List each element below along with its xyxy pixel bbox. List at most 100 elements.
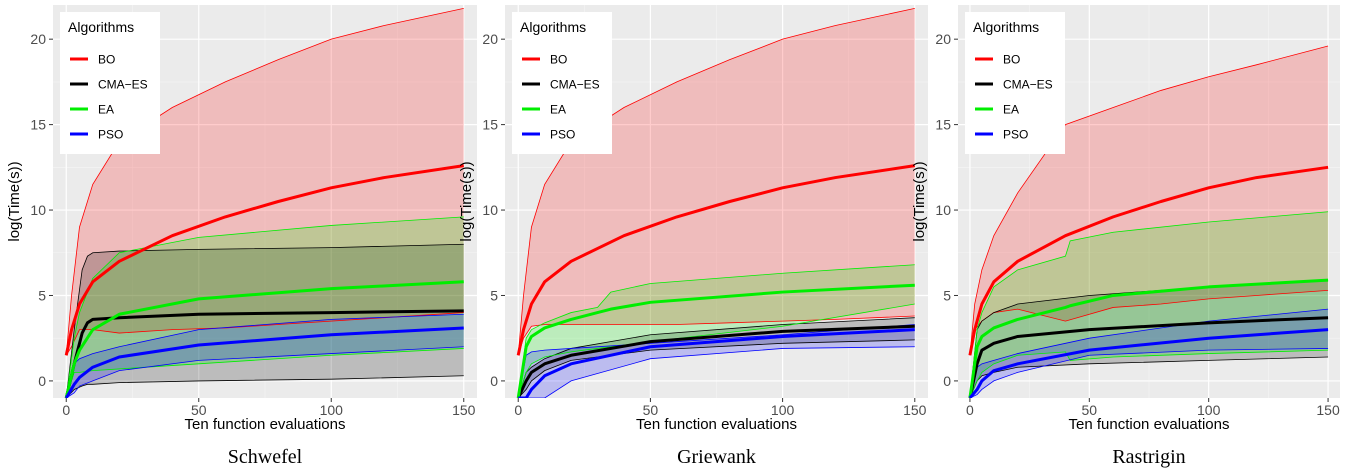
- y-axis-label: log(Time(s)): [911, 161, 928, 241]
- y-tick-label: 0: [943, 373, 951, 389]
- lower-bound-pso: [66, 346, 464, 398]
- upper-bound-pso: [517, 324, 915, 398]
- ribbon-pso: [66, 314, 464, 398]
- chart-rastrigin: 0 50 100 150 0 5 10 15 20 Ten function evaluation…: [911, 5, 1340, 468]
- mean-line-pso: [64, 326, 464, 398]
- legend-label-cma-es: CMA−ES: [1003, 78, 1053, 92]
- y-tick-label: 20: [935, 31, 951, 47]
- lower-bound-pso: [969, 348, 1329, 398]
- upper-bound-ea: [969, 211, 1329, 398]
- ribbon-ea: [518, 264, 915, 398]
- legend: Algorithms BO CMA−ES EA PSO: [965, 12, 1065, 154]
- data-layer: [968, 45, 1329, 398]
- x-tick-label: 50: [1082, 402, 1098, 418]
- axes: 0 50 100 150 0 5 10 15 20: [482, 31, 926, 418]
- ribbon-cma-es: [518, 317, 915, 398]
- ribbon-bo: [969, 46, 1329, 356]
- y-tick-label: 10: [30, 202, 46, 218]
- legend-label-pso: PSO: [98, 128, 123, 142]
- legend-title: Algorithms: [973, 19, 1039, 35]
- chart-schwefel: 0 50 100 150 0 5 10 15 20 Ten function evaluation…: [6, 5, 477, 468]
- lower-bound-ea: [517, 303, 915, 398]
- legend: Algorithms BO CMA−ES EA PSO: [512, 12, 612, 154]
- legend-label-ea: EA: [1003, 103, 1019, 117]
- lower-bound-ea: [65, 348, 464, 398]
- lower-bound-bo: [969, 289, 1329, 356]
- y-tick-label: 20: [482, 31, 498, 47]
- x-axis-label: Ten function evaluations: [1069, 416, 1230, 433]
- lower-bound-ea: [969, 349, 1329, 398]
- legend-label-cma-es: CMA−ES: [550, 78, 600, 92]
- lower-bound-cma-es: [65, 375, 464, 398]
- y-tick-label: 20: [30, 31, 46, 47]
- x-tick-label: 0: [514, 402, 522, 418]
- mean-line-pso: [968, 328, 1329, 398]
- legend-label-bo: BO: [550, 53, 567, 67]
- x-tick-label: 150: [1316, 402, 1340, 418]
- legend: Algorithms BO CMA−ES EA PSO: [60, 12, 160, 154]
- mean-line-bo: [64, 164, 464, 356]
- chart-caption: Schwefel: [228, 446, 303, 468]
- upper-bound-ea: [517, 264, 915, 398]
- legend-label-pso: PSO: [550, 128, 575, 142]
- y-axis-label: log(Time(s)): [458, 161, 475, 241]
- y-tick-label: 0: [38, 373, 46, 389]
- mean-line-ea: [516, 283, 915, 398]
- ribbon-ea: [66, 216, 464, 398]
- lower-bound-pso: [518, 346, 915, 398]
- mean-line-pso: [518, 328, 915, 398]
- y-tick-label: 0: [490, 373, 498, 389]
- legend-label-ea: EA: [550, 103, 566, 117]
- x-tick-label: 100: [771, 402, 795, 418]
- ribbon-bo: [518, 8, 915, 356]
- upper-bound-bo: [517, 8, 915, 356]
- chart-griewank: 0 50 100 150 0 5 10 15 20 Ten function evaluation…: [458, 5, 928, 468]
- x-tick-label: 0: [966, 402, 974, 418]
- mean-line-bo: [968, 165, 1329, 356]
- x-tick-label: 0: [62, 402, 70, 418]
- x-tick-label: 50: [191, 402, 207, 418]
- mean-line-cma-es: [968, 316, 1329, 398]
- chart-caption: Rastrigin: [1112, 446, 1185, 468]
- mean-line-ea: [968, 278, 1329, 398]
- axes: 0 50 100 150 0 5 10 15 20: [30, 31, 475, 418]
- y-tick-label: 15: [482, 117, 498, 133]
- ribbon-bo: [66, 8, 464, 356]
- y-tick-label: 15: [30, 117, 46, 133]
- legend-title: Algorithms: [68, 19, 134, 35]
- upper-bound-bo: [65, 8, 464, 356]
- legend-label-ea: EA: [98, 103, 114, 117]
- x-tick-label: 100: [320, 402, 344, 418]
- y-tick-label: 5: [943, 287, 951, 303]
- axes: 0 50 100 150 0 5 10 15 20: [935, 31, 1340, 418]
- mean-line-ea: [64, 280, 464, 398]
- x-tick-label: 100: [1197, 402, 1221, 418]
- legend-title: Algorithms: [520, 19, 586, 35]
- x-axis-label: Ten function evaluations: [185, 416, 346, 433]
- legend-label-cma-es: CMA−ES: [98, 78, 148, 92]
- lower-bound-bo: [65, 312, 464, 356]
- upper-bound-ea: [65, 216, 464, 398]
- x-tick-label: 150: [903, 402, 927, 418]
- y-tick-label: 5: [38, 287, 46, 303]
- y-tick-label: 10: [482, 202, 498, 218]
- mean-line-bo: [516, 164, 916, 356]
- mean-line-cma-es: [516, 324, 915, 398]
- lower-bound-bo: [517, 315, 915, 356]
- ribbon-pso: [518, 324, 915, 398]
- ribbon-cma-es: [66, 244, 464, 398]
- legend-label-pso: PSO: [1003, 128, 1028, 142]
- y-tick-label: 5: [490, 287, 498, 303]
- chart-caption: Griewank: [677, 446, 756, 468]
- data-layer: [64, 8, 464, 398]
- y-axis-label: log(Time(s)): [6, 161, 23, 241]
- x-tick-label: 50: [643, 402, 659, 418]
- y-tick-label: 15: [935, 117, 951, 133]
- legend-label-bo: BO: [1003, 53, 1020, 67]
- lower-bound-cma-es: [517, 339, 915, 398]
- data-layer: [516, 8, 916, 398]
- x-tick-label: 150: [452, 402, 476, 418]
- x-axis-label: Ten function evaluations: [636, 416, 797, 433]
- legend-label-bo: BO: [98, 53, 115, 67]
